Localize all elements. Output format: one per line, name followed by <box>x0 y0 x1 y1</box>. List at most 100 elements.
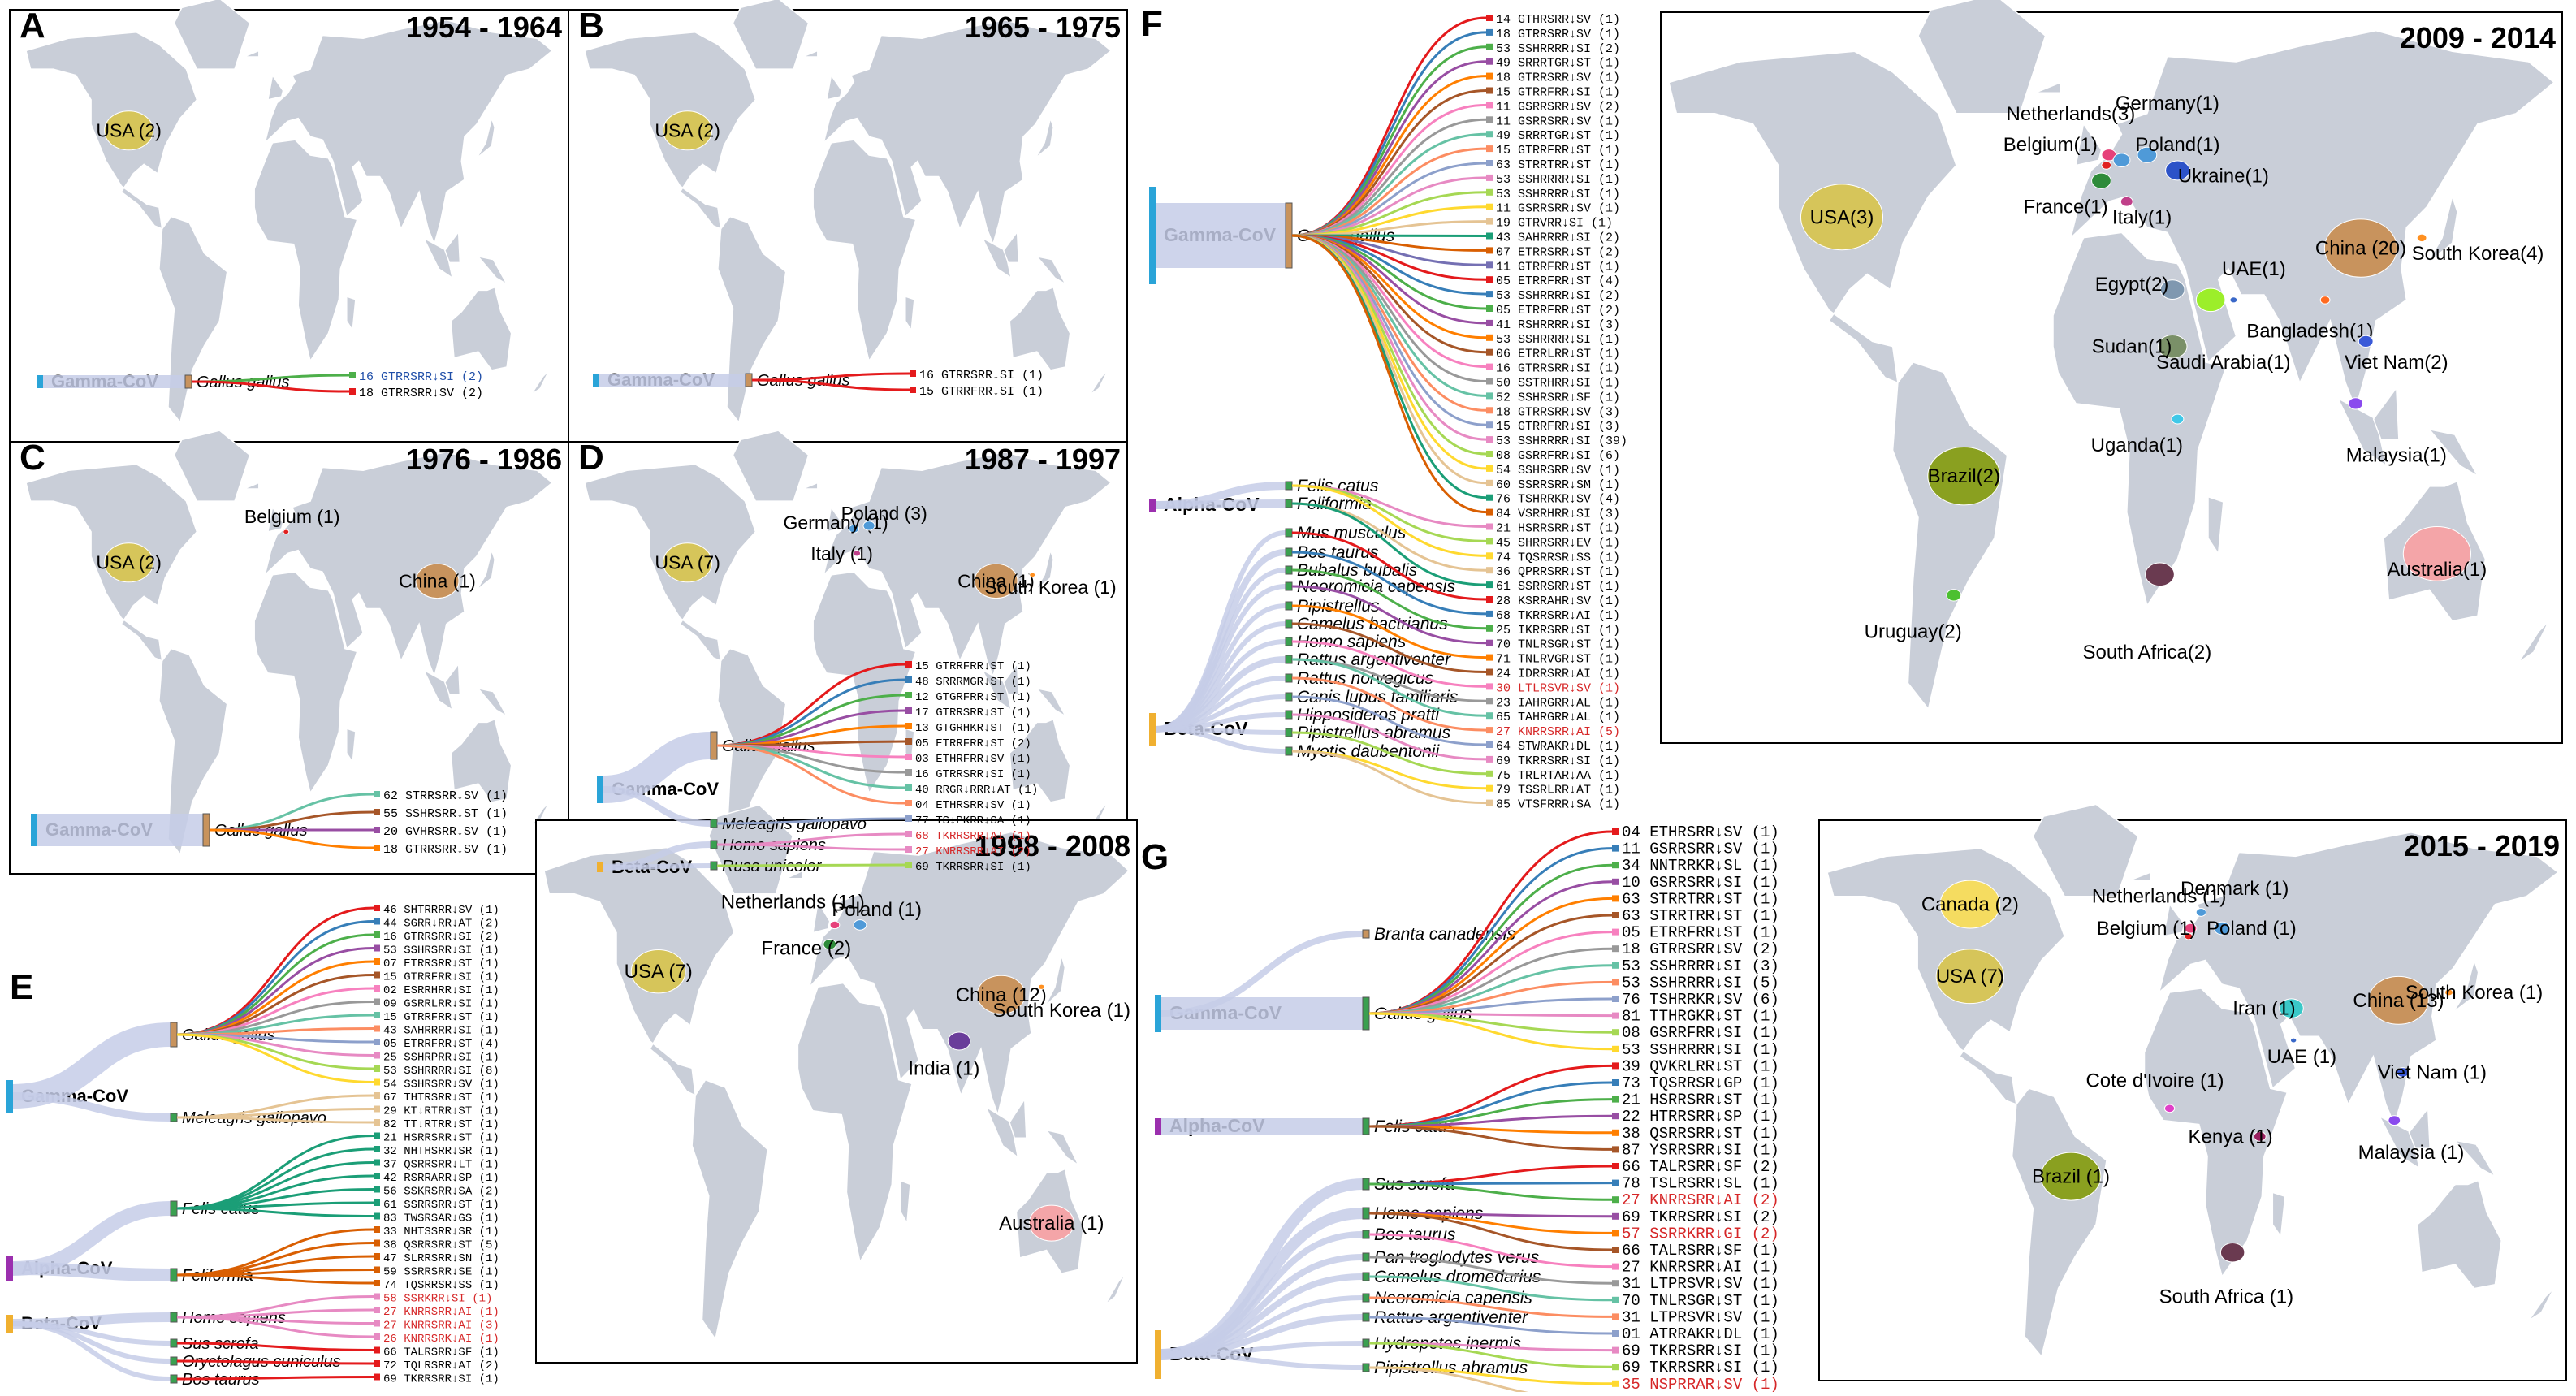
host-motif-flow <box>1291 531 1487 601</box>
host-bar <box>710 861 718 871</box>
host-bar <box>1362 929 1370 939</box>
motif-marker <box>374 827 380 833</box>
host-label: Pipistrellus <box>1297 597 1380 616</box>
country-netherlands <box>2184 923 2198 934</box>
motif-marker <box>1486 465 1493 472</box>
host-motif-flow <box>1368 1233 1613 1269</box>
land-shape <box>476 687 509 718</box>
host-motif-flow <box>1291 75 1487 237</box>
motif-label: 18 GTRRSRR↓SV (1) <box>383 843 508 857</box>
motif-label: 53 SSHRRRR↓SI (2) <box>1496 42 1620 56</box>
motif-label: 06 ETRRLRR↓ST (1) <box>1496 348 1620 361</box>
motif-label: 57 SSRRKRR↓GI (2) <box>1622 1225 1779 1243</box>
motif-label: 05 ETRRFRR↓ST (1) <box>1622 924 1779 942</box>
motif-marker <box>1486 28 1493 36</box>
motif-label: 16 GTRRSRR↓SI (1) <box>915 768 1031 781</box>
motif-label: 29 KT↓RTRR↓ST (1) <box>383 1105 499 1118</box>
motif-marker <box>905 692 912 698</box>
motif-label: 34 NNTRRKR↓SL (1) <box>1622 857 1779 875</box>
country-label: Netherlands(3) <box>2007 103 2136 125</box>
motif-label: 32 NHTHSRR↓SR (1) <box>383 1145 499 1158</box>
motif-label: 75 TRLRTAR↓AA (1) <box>1496 769 1620 783</box>
motif-label: 01 ATRRAKR↓DL (1) <box>1622 1325 1779 1343</box>
country-label: Sudan(1) <box>2092 336 2172 358</box>
country-label: Kenya (1) <box>2189 1126 2273 1147</box>
land-shape <box>443 662 461 696</box>
land-shape <box>2034 81 2062 94</box>
land-shape <box>263 19 554 247</box>
country-label: Poland (1) <box>2206 918 2297 940</box>
motif-marker <box>1486 625 1493 632</box>
motif-marker <box>1486 683 1493 690</box>
motif-marker <box>1486 538 1493 545</box>
country-label: Australia (1) <box>999 1212 1104 1234</box>
clade-bar <box>1149 713 1156 746</box>
motif-marker <box>1612 996 1619 1002</box>
country-label: Brazil (1) <box>2032 1166 2110 1188</box>
land-shape <box>1035 115 1054 159</box>
host-motif-flow <box>1291 640 1487 688</box>
motif-marker <box>905 723 912 729</box>
motif-marker <box>905 862 912 868</box>
motif-marker <box>1486 203 1493 210</box>
motif-label: 18 GTRRSRR↓SV (2) <box>359 387 483 400</box>
clade-bar <box>1149 499 1156 512</box>
motif-marker <box>374 958 380 965</box>
host-motif-flow <box>1368 830 1613 1015</box>
land-shape <box>450 718 512 803</box>
country-usa <box>630 949 686 994</box>
motif-marker <box>374 1105 380 1113</box>
land-shape <box>2207 495 2224 555</box>
motif-label: 69 TKRRSRR↓SI (2) <box>1622 1208 1779 1226</box>
host-bar <box>1362 1117 1370 1135</box>
host-bar <box>1362 1312 1370 1322</box>
motif-label: 68 TKRRSRR↓AI (1) <box>1496 609 1620 623</box>
country-sudan <box>2157 334 2188 359</box>
land-shape <box>2372 386 2400 441</box>
country-label: France (2) <box>761 938 851 960</box>
motif-marker <box>905 784 912 791</box>
motif-marker <box>905 831 912 837</box>
host-motif-flow <box>1291 676 1487 732</box>
land-shape <box>980 236 1013 279</box>
country-label: USA (7) <box>655 552 720 573</box>
land-shape <box>421 236 454 279</box>
host-motif-flow <box>716 817 906 825</box>
motif-marker <box>1612 1380 1619 1387</box>
motif-marker <box>374 1159 380 1166</box>
land-shape <box>243 482 260 490</box>
motif-label: 04 ETHRSRR↓SV (1) <box>915 799 1031 812</box>
land-shape <box>1044 1129 1080 1167</box>
host-motif-flow <box>1291 695 1487 746</box>
host-bar <box>1362 1230 1370 1239</box>
country-kenya <box>2253 1130 2267 1142</box>
motif-label: 60 SSRRSRR↓SM (1) <box>1496 478 1620 492</box>
host-bar <box>1285 528 1293 538</box>
motif-marker <box>1612 1146 1619 1153</box>
country-label: Netherlands (1) <box>2092 886 2226 908</box>
motif-label: 40 RRGR↓RRR↓AT (1) <box>915 784 1038 797</box>
motif-marker <box>1612 1096 1619 1103</box>
motif-marker <box>1486 639 1493 646</box>
motif-marker <box>905 738 912 745</box>
country-usa <box>663 542 713 583</box>
motif-marker <box>1486 407 1493 414</box>
host-motif-flow <box>1368 1012 1613 1051</box>
clade-bar <box>593 374 599 387</box>
country-viet-nam <box>2396 1067 2410 1078</box>
country-south-korea <box>1029 572 1036 578</box>
country-label: Uganda(1) <box>2091 434 2183 456</box>
motif-marker <box>905 800 912 806</box>
host-bar <box>1285 655 1293 664</box>
motif-label: 53 SSHRSRR↓SI (1) <box>383 944 499 957</box>
motif-label: 41 RSHRRRR↓SI (3) <box>1496 318 1620 332</box>
host-bar <box>745 373 753 387</box>
country-australia <box>2402 526 2472 581</box>
host-bar <box>1285 499 1293 508</box>
motif-marker <box>1612 1179 1619 1186</box>
country-label: Poland(1) <box>2135 134 2219 156</box>
country-saudi-arabia <box>2195 287 2226 313</box>
host-bar <box>1285 637 1293 646</box>
host-bar <box>1362 1252 1370 1262</box>
